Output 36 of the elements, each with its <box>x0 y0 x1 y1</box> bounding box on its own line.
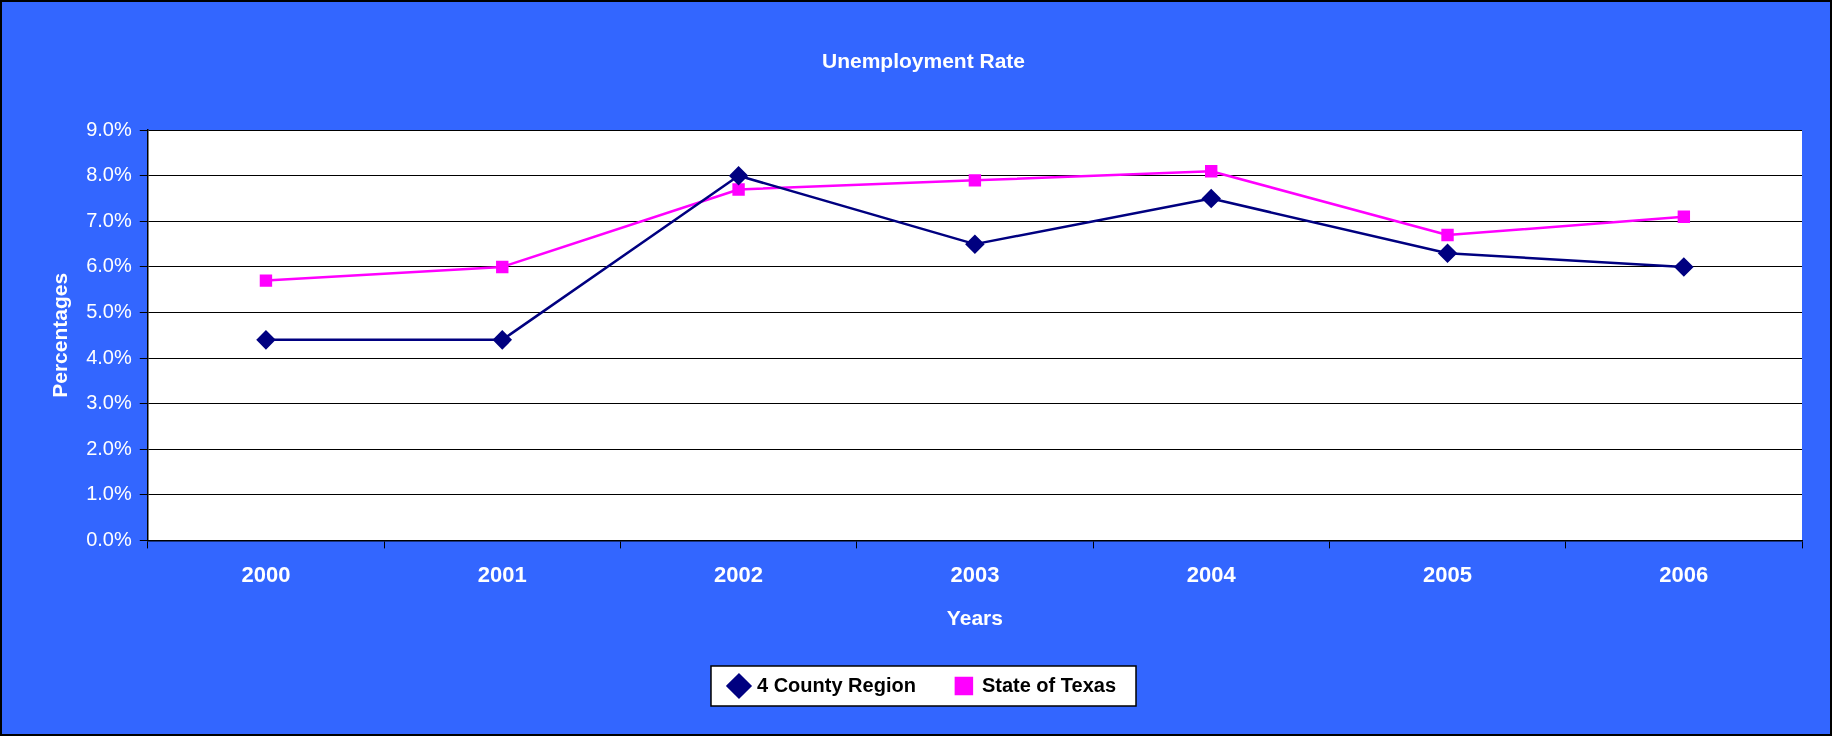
y-tick-label: 2.0% <box>86 436 132 459</box>
x-tick-label: 2001 <box>477 561 527 587</box>
point <box>259 274 273 287</box>
y-tick-label: 8.0% <box>86 163 132 186</box>
point <box>493 330 512 350</box>
y-tick-label: 0.0% <box>86 527 132 550</box>
point <box>968 174 982 187</box>
x-tick-label: 2006 <box>1659 561 1709 587</box>
y-axis-title: Percentages <box>48 272 72 398</box>
y-tick-label: 4.0% <box>86 345 132 368</box>
point <box>496 260 509 274</box>
point <box>1441 228 1454 242</box>
y-tick-label: 1.0% <box>86 482 132 505</box>
point <box>256 330 276 350</box>
x-tick-label: 2002 <box>714 561 764 587</box>
point <box>1677 210 1691 223</box>
y-tick-label: 5.0% <box>86 300 132 323</box>
y-tick-label: 9.0% <box>86 117 132 140</box>
y-tick-label: 3.0% <box>86 391 132 414</box>
y-tick-label: 7.0% <box>86 208 132 231</box>
point <box>1438 244 1457 263</box>
legend-label: 4 County Region <box>757 673 916 696</box>
x-axis-title: Years <box>946 606 1003 630</box>
x-tick-label: 2005 <box>1423 561 1472 587</box>
point <box>965 234 985 254</box>
point <box>729 166 748 186</box>
point <box>1201 189 1221 208</box>
legend-label: State of Texas <box>981 673 1117 696</box>
x-tick-label: 2004 <box>1186 561 1237 587</box>
point <box>1205 165 1218 178</box>
point <box>1674 257 1694 277</box>
y-tick-label: 6.0% <box>86 254 132 277</box>
x-tick-label: 2003 <box>950 561 1000 587</box>
chart-title: Unemployment Rate <box>821 49 1026 73</box>
point <box>732 183 745 196</box>
x-tick-label: 2000 <box>241 561 291 587</box>
